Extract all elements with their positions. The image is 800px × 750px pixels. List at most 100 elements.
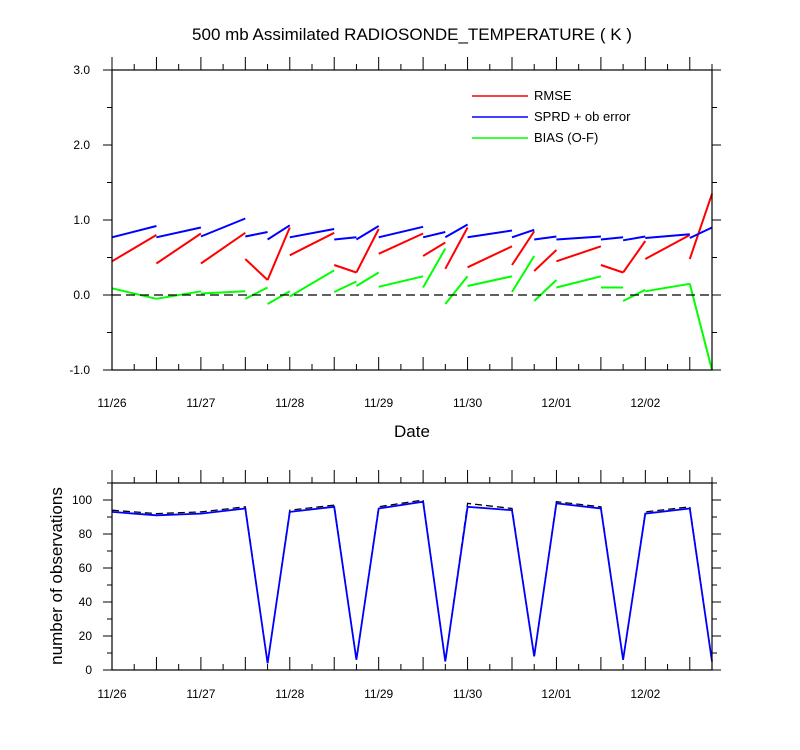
chart-title: 500 mb Assimilated RADIOSONDE_TEMPERATUR…: [192, 25, 632, 44]
x-tick-label: 11/26: [97, 396, 126, 410]
bias-o-f-segment-17: [645, 282, 690, 293]
bias-o-f-segment-11: [467, 275, 513, 287]
x-tick-label: 11/28: [275, 396, 304, 410]
bias-o-f-segment-4: [267, 290, 291, 305]
bias-o-f-segment-13: [533, 279, 558, 302]
obs-used-line: [111, 500, 713, 664]
sprd-ob-error-segment-7: [355, 225, 380, 241]
x-tick-label: 11/29: [364, 396, 393, 410]
rmse-segment-5: [289, 231, 335, 257]
y-tick-label: -1.0: [69, 363, 90, 377]
series-rmse: [111, 193, 713, 281]
rmse-segment-10: [444, 227, 469, 270]
x-tick-label: 11/30: [453, 396, 482, 410]
bias-o-f-segment-9: [422, 248, 447, 288]
sprd-ob-error-segment-8: [378, 225, 424, 239]
bottom-x-tick-labels: 11/26 11/27 11/28 11/29 11/30 12/01 12/02: [97, 687, 660, 701]
bias-o-f-segment-10: [444, 275, 469, 305]
sprd-ob-error-segment-1: [156, 226, 202, 239]
top-y-tick-labels: 3.0 2.0 1.0 0.0 -1.0: [69, 63, 90, 377]
x-tick-label: 11/27: [186, 396, 215, 410]
sprd-ob-error-segment-11: [467, 229, 513, 239]
legend-label: SPRD + ob error: [534, 109, 631, 124]
bias-o-f-segment-12: [511, 255, 536, 293]
sprd-ob-error-segment-3: [245, 231, 268, 238]
bias-o-f-segment-6: [333, 280, 357, 293]
sprd-ob-error-segment-17: [645, 233, 690, 239]
rmse-segment-9: [422, 241, 446, 257]
rmse-segment-1: [155, 232, 202, 265]
sprd-ob-error-segment-10: [444, 223, 469, 239]
bias-o-f-segment-2: [200, 290, 246, 295]
bias-o-f-segment-7: [355, 271, 380, 287]
bias-o-f-segment-5: [289, 269, 335, 298]
sprd-ob-error-segment-0: [111, 225, 157, 239]
rmse-segment-17: [644, 234, 691, 260]
sprd-ob-error-segment-2: [200, 217, 246, 238]
rmse-segment-13: [533, 249, 558, 272]
x-tick-label: 11/26: [97, 687, 126, 701]
top-chart-panel: 500 mb Assimilated RADIOSONDE_TEMPERATUR…: [69, 25, 721, 441]
bias-o-f-segment-0: [111, 287, 157, 300]
y-axis-title: number of observations: [47, 487, 66, 665]
rmse-segment-2: [200, 231, 246, 265]
top-tick-group: [103, 57, 721, 371]
bias-o-f-segment-14: [556, 275, 602, 289]
series-bias-o-f: [111, 248, 713, 371]
sprd-ob-error-segment-9: [422, 231, 446, 239]
x-tick-label: 11/30: [453, 687, 482, 701]
bottom-y-tick-labels: 0 20 40 60 80 100: [72, 493, 92, 677]
y-tick-label: 60: [79, 561, 93, 575]
rmse-segment-8: [378, 232, 424, 255]
rmse-segment-0: [111, 234, 157, 263]
sprd-ob-error-segment-15: [600, 236, 624, 241]
bottom-series-group: [111, 499, 713, 664]
sprd-ob-error-segment-4: [267, 224, 291, 241]
rmse-segment-11: [467, 245, 513, 269]
y-tick-label: 0: [85, 663, 92, 677]
bias-o-f-segment-1: [156, 290, 202, 300]
top-x-tick-labels: 11/26 11/27 11/28 11/29 11/30 12/01 12/02: [97, 396, 660, 410]
series-sprd-ob-error: [111, 217, 713, 242]
rmse-segment-15: [600, 264, 624, 274]
bias-o-f-segment-3: [244, 286, 269, 300]
y-tick-label: 40: [79, 595, 93, 609]
rmse-segment-3: [244, 258, 269, 281]
sprd-ob-error-segment-16: [622, 235, 646, 242]
x-tick-label: 12/02: [630, 687, 660, 701]
sprd-ob-error-segment-18: [689, 226, 713, 239]
rmse-segment-12: [511, 230, 536, 266]
legend: RMSE SPRD + ob error BIAS (O-F): [472, 88, 631, 145]
x-tick-label: 11/29: [364, 687, 393, 701]
y-tick-label: 1.0: [73, 213, 90, 227]
rmse-segment-16: [622, 240, 647, 274]
x-tick-label: 11/27: [186, 687, 215, 701]
rmse-segment-4: [266, 227, 291, 281]
sprd-ob-error-segment-5: [289, 228, 335, 239]
y-tick-label: 2.0: [73, 138, 90, 152]
x-axis-title: Date: [394, 422, 430, 441]
bottom-tick-group: [103, 470, 721, 671]
y-tick-label: 100: [72, 493, 92, 507]
sprd-ob-error-segment-12: [511, 228, 535, 239]
bottom-chart-panel: 11/26 11/27 11/28 11/29 11/30 12/01 12/02 0 20 4…: [47, 470, 721, 701]
x-tick-label: 12/01: [541, 396, 571, 410]
rmse-segment-14: [556, 245, 602, 263]
rmse-segment-7: [355, 228, 380, 273]
bias-o-f-segment-18: [688, 283, 713, 371]
legend-label: RMSE: [534, 88, 572, 103]
y-tick-label: 0.0: [73, 288, 90, 302]
top-series-group: [111, 193, 713, 371]
x-tick-label: 12/02: [630, 396, 660, 410]
legend-label: BIAS (O-F): [534, 130, 598, 145]
y-tick-label: 20: [79, 629, 93, 643]
bias-o-f-segment-8: [378, 275, 424, 288]
y-tick-label: 80: [79, 527, 93, 541]
sprd-ob-error-segment-6: [334, 236, 357, 241]
bottom-plot-frame: [111, 482, 713, 671]
obs-possible-line: [111, 499, 713, 664]
x-tick-label: 11/28: [275, 687, 304, 701]
y-tick-label: 3.0: [73, 63, 90, 77]
x-tick-label: 12/01: [541, 687, 571, 701]
